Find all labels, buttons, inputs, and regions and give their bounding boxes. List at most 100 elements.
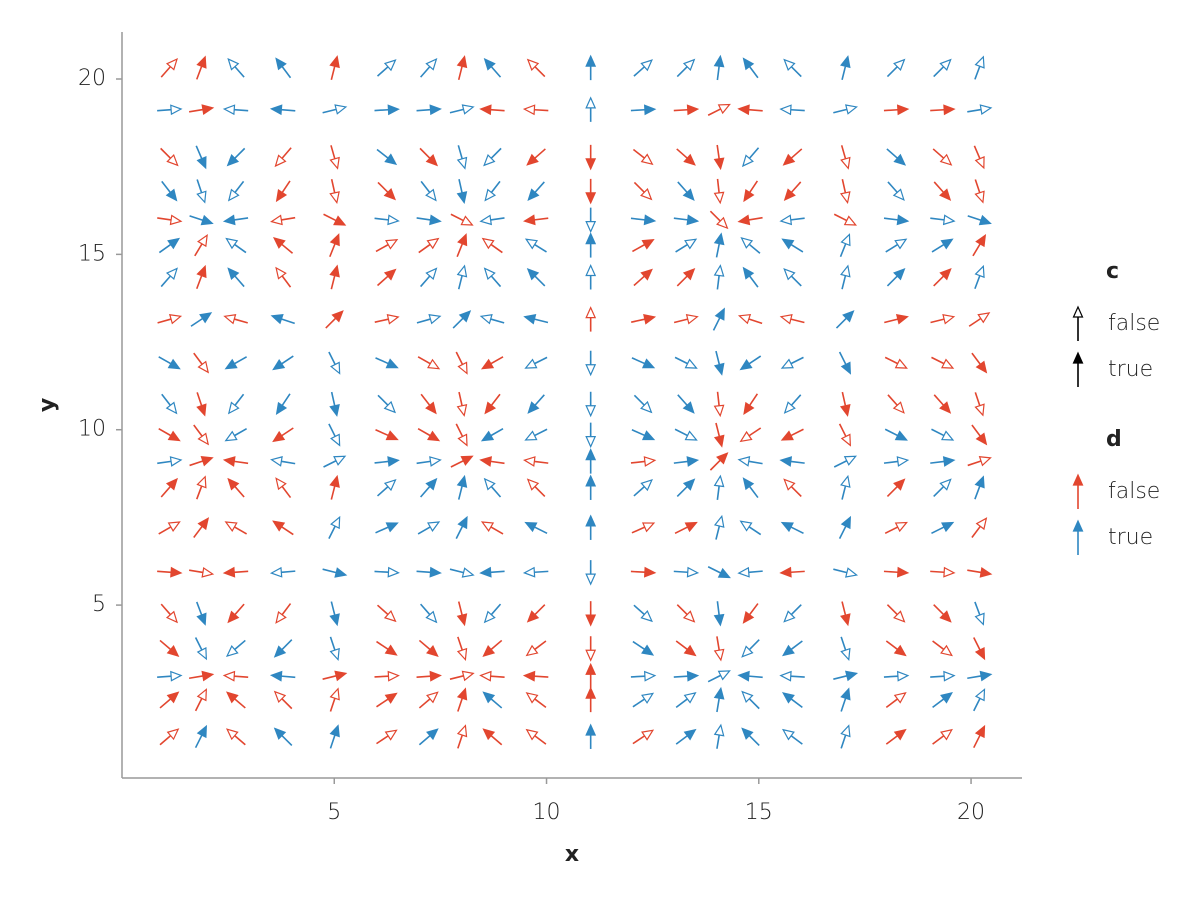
arrow-head xyxy=(975,234,987,248)
arrow-shaft xyxy=(790,181,802,193)
arrow-shaft xyxy=(159,639,172,651)
arrow-head xyxy=(941,430,955,441)
arrow-shaft xyxy=(376,148,389,159)
arrow xyxy=(967,566,993,578)
arrow-head xyxy=(942,456,956,467)
arrow-head xyxy=(686,214,700,226)
arrow-head xyxy=(426,237,440,250)
arrow-shaft xyxy=(449,675,464,680)
arrow-shaft xyxy=(534,570,549,574)
arrow-head xyxy=(896,670,910,682)
y-tick-label: 15 xyxy=(78,241,106,266)
arrow-head xyxy=(167,521,181,532)
arrow-head xyxy=(223,313,237,325)
arrow-head xyxy=(780,430,794,441)
arrow-head xyxy=(840,156,851,170)
arrow-head xyxy=(974,403,985,417)
arrow-head xyxy=(975,517,988,531)
arrow-head xyxy=(779,104,792,116)
arrow-head xyxy=(940,728,953,741)
arrow xyxy=(194,724,207,749)
arrow-shaft xyxy=(329,636,336,651)
arrow-shaft xyxy=(281,427,294,437)
arrow-head xyxy=(387,456,400,467)
arrow xyxy=(322,670,348,682)
arrow xyxy=(227,393,245,415)
arrow xyxy=(631,522,656,534)
arrow-head xyxy=(717,103,731,115)
arrow xyxy=(524,238,547,253)
arrow xyxy=(527,394,545,414)
arrow-shaft xyxy=(330,145,336,160)
arrow-shaft xyxy=(748,427,762,437)
arrow-shaft xyxy=(931,526,945,535)
arrow xyxy=(713,686,725,713)
arrow xyxy=(159,691,180,709)
arrow-head xyxy=(641,692,655,704)
arrow xyxy=(483,603,502,624)
arrow-shaft xyxy=(790,485,802,497)
arrow xyxy=(374,670,400,682)
arrow-shaft xyxy=(748,108,763,112)
arrow-shaft xyxy=(328,351,336,365)
arrow xyxy=(742,57,759,79)
arrow-head xyxy=(272,430,286,443)
arrow xyxy=(739,520,762,536)
arrow xyxy=(933,604,952,623)
arrow xyxy=(375,239,399,253)
arrow xyxy=(526,604,546,623)
arrow xyxy=(833,213,858,226)
legend-label: true xyxy=(1108,357,1153,382)
arrow-head xyxy=(275,57,287,71)
arrow-head xyxy=(169,214,183,226)
arrow-shaft xyxy=(417,356,431,365)
arrow xyxy=(456,601,468,627)
arrow-head xyxy=(522,566,536,578)
arrow-shaft xyxy=(490,603,502,616)
arrow-shaft xyxy=(833,108,848,114)
arrow-shaft xyxy=(234,698,246,709)
arrow-head xyxy=(456,55,468,69)
arrow-head xyxy=(840,613,851,627)
arrow-shaft xyxy=(420,180,431,193)
arrow-shaft xyxy=(457,275,463,290)
arrow xyxy=(195,55,207,80)
arrow xyxy=(840,724,851,749)
arrow-shaft xyxy=(748,216,763,221)
arrow-shaft xyxy=(632,698,646,708)
arrow xyxy=(195,601,207,626)
arrow-head xyxy=(713,362,725,376)
arrow xyxy=(449,104,475,115)
arrow-shaft xyxy=(748,526,762,536)
arrow-head xyxy=(683,644,697,657)
arrow-shaft xyxy=(457,734,464,749)
arrow xyxy=(322,567,348,578)
arrow-head xyxy=(165,610,178,624)
arrow-shaft xyxy=(490,108,505,112)
arrow-shaft xyxy=(281,526,294,536)
arrow-shaft xyxy=(790,604,802,616)
arrow xyxy=(971,424,988,446)
arrow xyxy=(416,313,442,325)
arrow xyxy=(272,236,294,254)
arrow xyxy=(737,214,763,226)
arrow-shaft xyxy=(716,601,720,616)
arrow-head xyxy=(940,238,954,250)
arrow xyxy=(783,478,802,497)
arrow-shaft xyxy=(967,460,982,467)
arrow-shaft xyxy=(748,355,762,365)
arrow-shaft xyxy=(887,181,898,193)
arrow-shaft xyxy=(840,734,847,749)
arrow-shaft xyxy=(716,391,720,406)
arrow-head xyxy=(975,360,988,374)
arrow xyxy=(675,640,697,657)
arrow xyxy=(479,313,505,325)
arrow xyxy=(526,478,546,497)
arrow-head xyxy=(641,729,655,741)
arrow-shaft xyxy=(933,485,945,497)
arrow-head xyxy=(713,157,725,171)
arrow xyxy=(225,691,246,709)
arrow-head xyxy=(482,645,496,657)
arrow-head xyxy=(943,566,956,578)
arrow xyxy=(833,104,859,115)
